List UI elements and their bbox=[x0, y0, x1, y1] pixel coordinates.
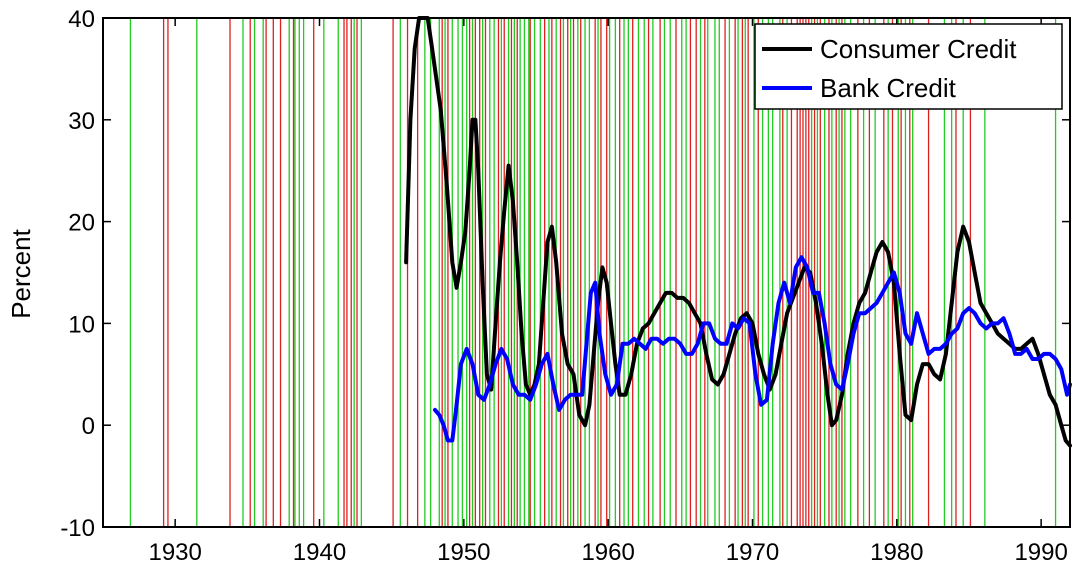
y-tick-label--10: -10 bbox=[60, 515, 95, 542]
series-line-bank-credit bbox=[433, 255, 1072, 443]
x-tick-label-1970: 1970 bbox=[726, 539, 779, 566]
y-axis: -10 0 10 20 30 40 bbox=[60, 6, 1070, 542]
x-tick-label-1980: 1980 bbox=[870, 539, 923, 566]
x-tick-label-1960: 1960 bbox=[581, 539, 634, 566]
legend-box bbox=[754, 23, 1063, 110]
y-tick-label-10: 10 bbox=[68, 311, 95, 338]
legend: Consumer Credit Bank Credit bbox=[754, 23, 1063, 110]
x-axis: 1930 1940 1950 1960 1970 1980 1990 bbox=[148, 18, 1068, 566]
y-axis-label: Percent bbox=[6, 228, 36, 318]
legend-label-bank-credit: Bank Credit bbox=[820, 73, 957, 103]
x-tick-label-1950: 1950 bbox=[437, 539, 490, 566]
y-tick-label-0: 0 bbox=[82, 413, 95, 440]
x-tick-label-1930: 1930 bbox=[148, 539, 201, 566]
series-lines bbox=[404, 16, 1072, 448]
series-line-consumer-credit bbox=[404, 16, 1072, 448]
y-tick-label-40: 40 bbox=[68, 6, 95, 33]
legend-label-consumer-credit: Consumer Credit bbox=[820, 34, 1017, 64]
plot-frame bbox=[102, 17, 1071, 528]
x-tick-label-1940: 1940 bbox=[293, 539, 346, 566]
x-tick-label-1990: 1990 bbox=[1014, 539, 1067, 566]
y-tick-label-30: 30 bbox=[68, 108, 95, 135]
y-tick-label-20: 20 bbox=[68, 210, 95, 237]
